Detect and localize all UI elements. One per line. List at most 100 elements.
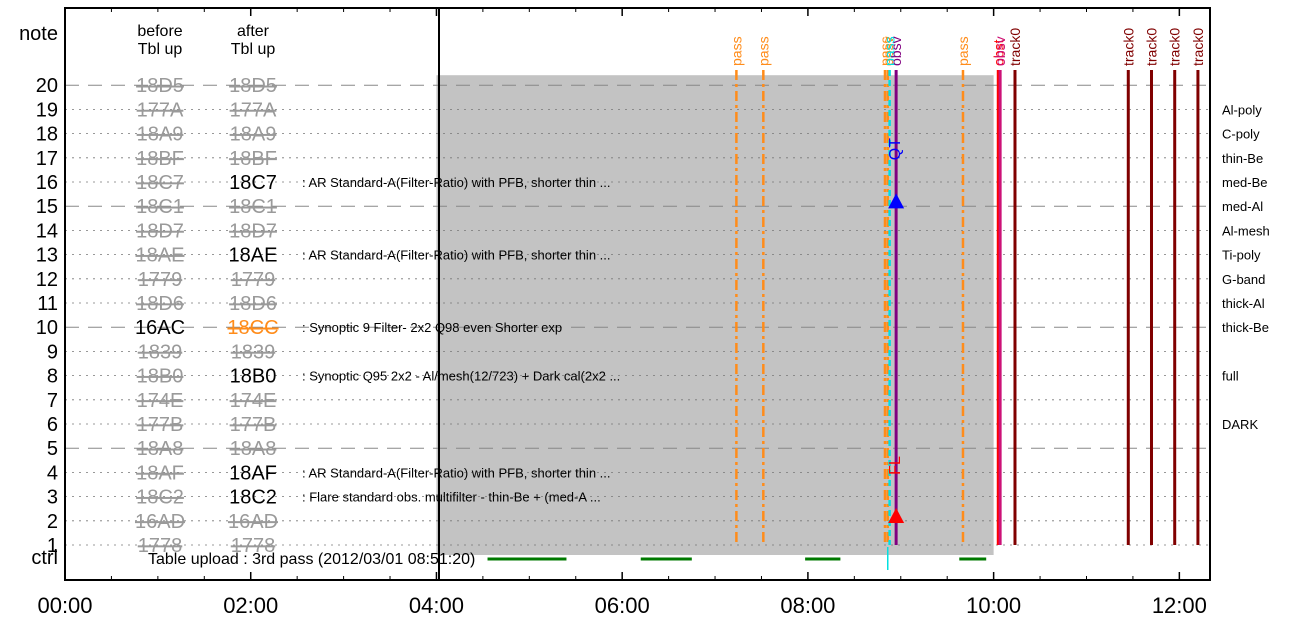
row-before-id: 16AC	[135, 317, 185, 339]
event-label: track0	[1007, 28, 1023, 66]
event-marker	[888, 507, 905, 523]
row-filter-label: med-Al	[1222, 199, 1263, 214]
row-note-number: 3	[47, 487, 58, 509]
row-note-number: 14	[36, 220, 58, 242]
event-label: pass	[882, 36, 898, 66]
row-after-id: 177A	[230, 99, 277, 121]
row-before-id: 18AF	[136, 462, 184, 484]
row-description: : AR Standard-A(Filter-Ratio) with PFB, …	[302, 175, 611, 190]
row-after-id: 18C1	[229, 196, 277, 218]
row-before-id: 18A9	[137, 124, 184, 146]
row-note-number: 20	[36, 75, 58, 97]
row-after-id: 18D5	[229, 75, 277, 97]
row-after-id: 18B0	[230, 366, 277, 388]
row-note-number: 7	[47, 390, 58, 412]
row-filter-label: thick-Be	[1222, 320, 1269, 335]
row-filter-label: med-Be	[1222, 175, 1268, 190]
row-before-id: 18AE	[136, 245, 185, 267]
row-filter-label: thick-Al	[1222, 296, 1265, 311]
row-note-number: 5	[47, 438, 58, 460]
row-after-id: 18AE	[229, 245, 278, 267]
row-after-id: 18BF	[229, 148, 277, 170]
table-upload-note: Table upload : 3rd pass (2012/03/01 08:5…	[148, 551, 475, 568]
col-before-header-line1: before	[137, 23, 182, 40]
marker-label: FL	[887, 456, 904, 475]
row-before-id: 18A8	[137, 438, 184, 460]
row-description: : AR Standard-A(Filter-Ratio) with PFB, …	[302, 465, 611, 480]
observing-region	[436, 75, 994, 555]
row-after-id: 177B	[230, 414, 277, 436]
row-before-id: 1839	[138, 341, 183, 363]
event-marker	[888, 193, 905, 209]
plot-frame	[64, 7, 1211, 581]
row-after-id: 18AF	[229, 462, 277, 484]
row-after-id: 1839	[231, 341, 276, 363]
row-description: : AR Standard-A(Filter-Ratio) with PFB, …	[302, 248, 611, 263]
row-filter-label: C-poly	[1222, 127, 1260, 142]
row-after-id: 18A9	[230, 124, 277, 146]
event-label: pass	[728, 36, 744, 66]
row-after-id: 18CC	[227, 317, 278, 339]
row-before-id: 18C1	[136, 196, 184, 218]
event-label: obsv	[992, 36, 1008, 66]
row-before-id: 18C2	[136, 487, 184, 509]
event-label: pass	[877, 36, 893, 66]
row-filter-label: Ti-poly	[1222, 248, 1261, 263]
row-after-id: 18C7	[229, 172, 277, 194]
event-label: obsv	[888, 36, 904, 66]
row-note-number: 9	[47, 341, 58, 363]
col-after-header-line1: after	[237, 23, 270, 40]
event-label: obsv	[880, 36, 896, 66]
row-note-number: 17	[36, 148, 58, 170]
row-after-id: 18A8	[230, 438, 277, 460]
col-after-header-line2: Tbl up	[231, 41, 276, 58]
row-description: : Synoptic 9 Filter- 2x2 Q98 even Shorte…	[302, 320, 562, 335]
x-tick-label: 06:00	[595, 593, 650, 618]
row-description: : Synoptic Q95 2x2 - Al/mesh(12/723) + D…	[302, 369, 620, 384]
row-note-number: 16	[36, 172, 58, 194]
marker-label: QT	[887, 138, 904, 160]
row-filter-label: full	[1222, 369, 1239, 384]
row-note-number: 2	[47, 511, 58, 533]
col-before-header-line2: Tbl up	[138, 41, 183, 58]
row-before-id: 18D7	[136, 220, 184, 242]
row-note-number: 13	[36, 245, 58, 267]
event-label: pass	[955, 36, 971, 66]
row-filter-label: Al-poly	[1222, 102, 1262, 117]
row-note-number: 4	[47, 462, 58, 484]
row-before-id: 18D5	[136, 75, 184, 97]
row-filter-label: G-band	[1222, 272, 1265, 287]
row-after-id: 16AD	[228, 511, 278, 533]
x-tick-label: 04:00	[409, 593, 464, 618]
row-after-id: 1779	[231, 269, 276, 291]
x-tick-label: 02:00	[223, 593, 278, 618]
event-label: track0	[1167, 28, 1183, 66]
row-note-number: 8	[47, 366, 58, 388]
row-before-id: 177B	[137, 414, 184, 436]
row-filter-label: Al-mesh	[1222, 223, 1270, 238]
row-after-id: 18D6	[229, 293, 277, 315]
row-before-id: 18D6	[136, 293, 184, 315]
row-filter-label: thin-Be	[1222, 151, 1263, 166]
x-tick-label: 00:00	[37, 593, 92, 618]
event-label: pass	[755, 36, 771, 66]
row-note-number: 12	[36, 269, 58, 291]
row-before-id: 18BF	[136, 148, 184, 170]
row-before-id: 177A	[137, 99, 184, 121]
row-note-number: 11	[37, 293, 58, 315]
event-label: track0	[1190, 28, 1206, 66]
event-label: obst	[990, 39, 1006, 66]
row-note-number: 19	[36, 99, 58, 121]
row-after-id: 18C2	[229, 487, 277, 509]
row-before-id: 18B0	[137, 366, 184, 388]
row-after-id: 18D7	[229, 220, 277, 242]
row-after-id: 174E	[230, 390, 277, 412]
row-filter-label: DARK	[1222, 417, 1258, 432]
row-before-id: 174E	[137, 390, 184, 412]
row-description: : Flare standard obs. multifilter - thin…	[302, 490, 601, 505]
event-label: track0	[1143, 28, 1159, 66]
row-note-number: 1	[47, 535, 58, 557]
row-note-number: 15	[36, 196, 58, 218]
row-after-id: 1778	[231, 535, 276, 557]
row-note-number: 18	[36, 124, 58, 146]
